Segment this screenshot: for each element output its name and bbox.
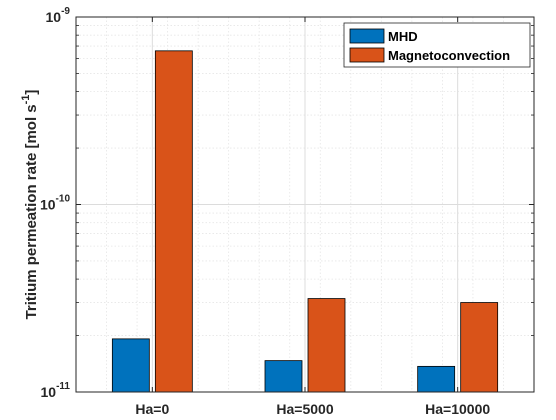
legend: MHD Magnetoconvection [343, 22, 531, 68]
y-tick-label: 10-11 [41, 381, 71, 400]
y-tick-label-base: 10 [46, 9, 62, 25]
legend-label-mhd: MHD [388, 29, 418, 44]
y-tick-label-exp: -11 [56, 381, 70, 392]
axis-labels: Tritium permeation rate [mol s-1] [20, 90, 40, 320]
y-axis-label: Tritium permeation rate [mol s-1] [20, 90, 40, 320]
legend-label-magnetoconvection: Magnetoconvection [388, 48, 510, 63]
bar-mhd-0 [111, 338, 150, 393]
y-tick-label-exp: -9 [61, 6, 70, 17]
grid [76, 17, 534, 392]
legend-swatch-mhd [349, 28, 385, 44]
x-tick-label: Ha=5000 [276, 401, 333, 417]
legend-swatch-magnetoconvection [349, 47, 385, 63]
x-tick-label: Ha=10000 [425, 401, 490, 417]
y-axis-label-end: ] [23, 90, 40, 95]
y-tick-label: 10-10 [40, 194, 70, 213]
y-tick-label-base: 10 [41, 384, 57, 400]
x-tick-label: Ha=0 [135, 401, 169, 417]
bar-magnetoconvection-2 [460, 302, 499, 393]
y-tick-label: 10-9 [46, 6, 71, 25]
bar-magnetoconvection-0 [154, 50, 193, 393]
y-tick-label-exp: -10 [56, 194, 71, 205]
y-axis-label-main: Tritium permeation rate [mol s [23, 104, 40, 319]
bars [111, 50, 499, 393]
bar-mhd-2 [417, 365, 456, 393]
y-axis-label-sup: -1 [20, 95, 32, 105]
bar-mhd-1 [264, 360, 303, 393]
y-tick-label-base: 10 [40, 197, 56, 213]
bar-magnetoconvection-1 [307, 298, 346, 393]
